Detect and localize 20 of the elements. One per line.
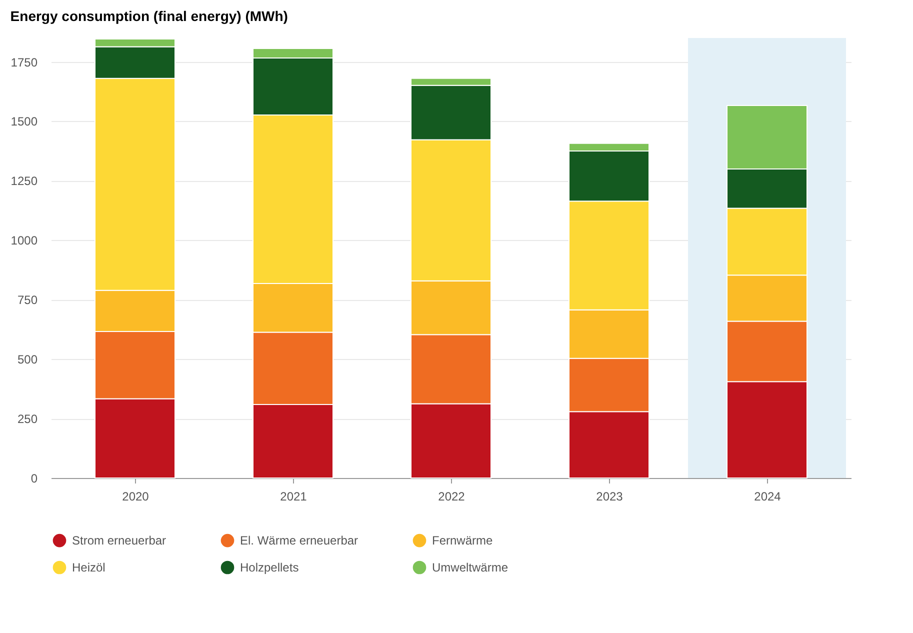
legend-label: El. Wärme erneuerbar [240,534,358,548]
x-tick-label: 2023 [596,490,624,504]
legend-label: Heizöl [72,560,106,574]
y-tick-label: 750 [17,293,38,308]
legend-label: Fernwärme [432,534,494,548]
legend-label: Strom erneuerbar [72,534,166,548]
y-tick-label: 250 [17,412,38,426]
chart-title: Energy consumption (final energy) (MWh) [10,8,288,24]
x-tick-label: 2024 [754,490,782,504]
x-tick-label: 2020 [122,490,150,504]
y-tick-label: 1000 [10,234,38,248]
y-tick-label: 500 [17,352,38,367]
x-tick-label: 2021 [280,490,308,504]
x-tick-label: 2022 [438,490,466,504]
y-tick-label: 0 [30,472,38,486]
legend-label: Holzpellets [240,560,299,574]
y-tick-label: 1750 [10,55,38,70]
legend-label: Umweltwärme [432,560,508,574]
y-tick-label: 1250 [10,174,38,188]
y-tick-label: 1500 [10,114,38,129]
